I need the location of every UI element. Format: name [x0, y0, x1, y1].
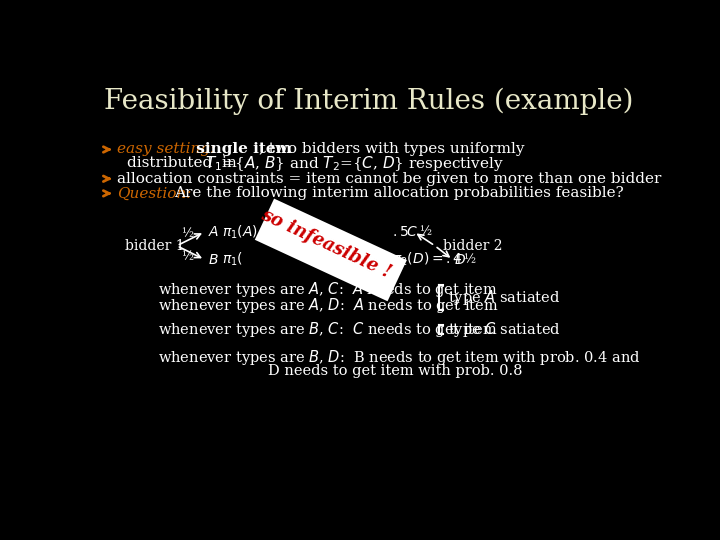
Text: D needs to get item with prob. 0.8: D needs to get item with prob. 0.8: [269, 364, 523, 378]
Text: $A$: $A$: [208, 225, 219, 239]
Text: Feasibility of Interim Rules (example): Feasibility of Interim Rules (example): [104, 88, 634, 115]
Text: Are the following interim allocation probabilities feasible?: Are the following interim allocation pro…: [174, 186, 624, 200]
Text: $\pi_1(A) = 1$: $\pi_1(A) = 1$: [222, 223, 284, 241]
Text: distributed  in: distributed in: [127, 157, 242, 170]
Text: whenever types are $B$, $C$:  $C$ needs to get item: whenever types are $B$, $C$: $C$ needs t…: [158, 320, 498, 339]
Text: $B$: $B$: [208, 253, 218, 267]
Text: so infeasible !: so infeasible !: [258, 206, 395, 282]
Text: type $A$ satiated: type $A$ satiated: [448, 288, 561, 307]
Text: $C$: $C$: [406, 225, 418, 239]
Text: ½: ½: [181, 228, 194, 241]
Text: allocation constraints = item cannot be given to more than one bidder: allocation constraints = item cannot be …: [117, 172, 662, 186]
Text: single item: single item: [191, 143, 292, 157]
Text: $\pi_2(D) = .4$: $\pi_2(D) = .4$: [392, 251, 463, 268]
Text: $D$: $D$: [454, 253, 467, 267]
Text: easy setting:: easy setting:: [117, 143, 215, 157]
FancyBboxPatch shape: [255, 199, 407, 301]
Text: ½: ½: [464, 253, 476, 266]
Text: whenever types are $A$, $C$:  $A$ needs to get item: whenever types are $A$, $C$: $A$ needs t…: [158, 280, 498, 299]
Text: $T_1$={$A$, $B$} and $T_2$={$C$, $D$} respectively: $T_1$={$A$, $B$} and $T_2$={$C$, $D$} re…: [204, 154, 504, 173]
Text: $\pi_1($: $\pi_1($: [222, 251, 243, 268]
Text: , two bidders with types uniformly: , two bidders with types uniformly: [259, 143, 524, 157]
Text: $.5$: $.5$: [392, 225, 409, 239]
Text: bidder 2: bidder 2: [443, 239, 502, 253]
Text: whenever types are $B$, $D$:  B needs to get item with prob. 0.4 and: whenever types are $B$, $D$: B needs to …: [158, 348, 641, 367]
Text: bidder 1: bidder 1: [125, 239, 184, 253]
Text: Question:: Question:: [117, 186, 192, 200]
Text: whenever types are $A$, $D$:  $A$ needs to get item: whenever types are $A$, $D$: $A$ needs t…: [158, 295, 499, 314]
Text: ½: ½: [419, 225, 431, 238]
Text: ½: ½: [181, 250, 194, 263]
Text: type $C$ satiated: type $C$ satiated: [448, 320, 561, 339]
